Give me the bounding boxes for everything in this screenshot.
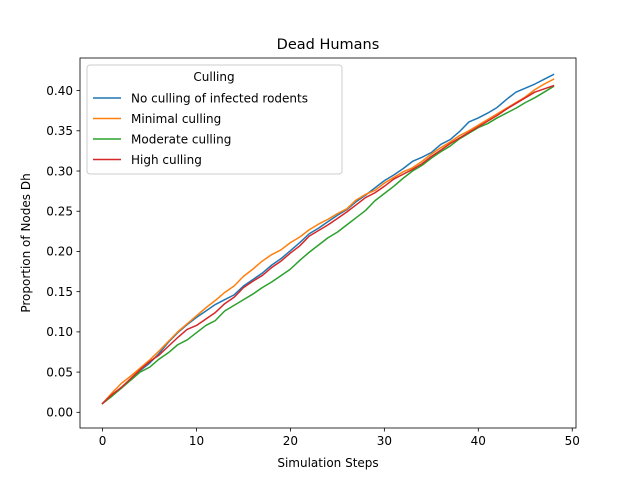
x-tick-label: 10 bbox=[189, 434, 204, 448]
series-line-4 bbox=[101, 84, 555, 405]
y-tick-label: 0.30 bbox=[46, 164, 73, 178]
x-tick-label: 50 bbox=[565, 434, 580, 448]
y-axis: 0.00 0.05 0.10 0.15 0.20 0.25 0.30 0.35 0.40 bbox=[46, 84, 80, 420]
legend-label-3: Moderate culling bbox=[131, 132, 231, 146]
x-tick-label: 40 bbox=[471, 434, 486, 448]
y-tick-label: 0.15 bbox=[46, 285, 73, 299]
y-tick-label: 0.40 bbox=[46, 84, 73, 98]
y-tick-label: 0.10 bbox=[46, 325, 73, 339]
x-tick-label: 30 bbox=[377, 434, 392, 448]
legend-entries: No culling of infected rodents Minimal cu… bbox=[93, 91, 308, 167]
series-line-2 bbox=[101, 78, 555, 405]
y-axis-label: Proportion of Nodes Dh bbox=[19, 173, 33, 312]
x-axis-label: Simulation Steps bbox=[277, 456, 378, 470]
legend-title: Culling bbox=[193, 70, 234, 84]
legend-label-4: High culling bbox=[131, 153, 202, 167]
x-tick-label: 20 bbox=[283, 434, 298, 448]
x-axis: 0 10 20 30 40 50 bbox=[99, 428, 580, 448]
legend-box bbox=[86, 64, 343, 175]
x-tick-label: 0 bbox=[99, 434, 107, 448]
series-layer bbox=[101, 73, 555, 405]
legend-label-2: Minimal culling bbox=[131, 112, 221, 126]
y-tick-label: 0.35 bbox=[46, 124, 73, 138]
legend: Culling No culling of infected rodents Mi… bbox=[86, 64, 343, 175]
plot-frame bbox=[79, 57, 577, 429]
chart-title: Dead Humans bbox=[277, 37, 380, 53]
y-tick-label: 0.25 bbox=[46, 205, 73, 219]
y-tick-label: 0.05 bbox=[46, 365, 73, 379]
y-tick-label: 0.00 bbox=[46, 406, 73, 420]
y-tick-label: 0.20 bbox=[46, 245, 73, 259]
legend-label-1: No culling of infected rodents bbox=[131, 91, 308, 105]
